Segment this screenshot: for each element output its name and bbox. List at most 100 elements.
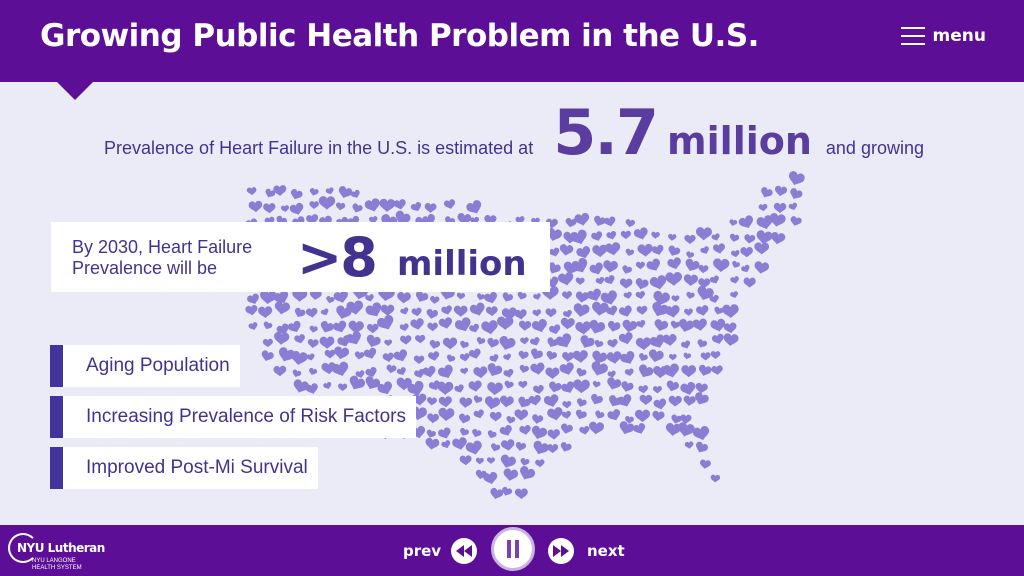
heart-mark (574, 321, 592, 336)
heart-mark (458, 396, 473, 409)
heart-mark (711, 332, 726, 346)
heart-mark (437, 407, 455, 422)
heart-mark (652, 385, 663, 394)
heart-mark (773, 202, 787, 214)
heart-mark (413, 355, 425, 365)
heart-mark (683, 257, 701, 274)
heart-mark (499, 395, 515, 409)
heart-mark (445, 353, 456, 364)
heart-mark (559, 422, 574, 436)
heart-mark (684, 441, 695, 450)
heart-mark (498, 453, 517, 471)
prevalence-statement: Prevalence of Heart Failure in the U.S. … (104, 96, 924, 169)
heart-mark (353, 350, 365, 361)
heart-mark (680, 339, 692, 351)
heart-mark (392, 348, 410, 364)
heart-mark (619, 278, 633, 289)
heart-mark (743, 277, 756, 288)
heart-mark (685, 250, 695, 260)
heart-mark (528, 394, 542, 407)
heart-mark (652, 318, 669, 333)
header-pointer (57, 82, 93, 100)
heart-mark (604, 241, 622, 257)
heart-mark (651, 244, 666, 257)
heart-mark (624, 248, 635, 258)
heart-mark (502, 467, 519, 483)
heart-mark (561, 410, 573, 420)
logo-sub-text: NYU LANGONE HEALTH SYSTEM (32, 558, 82, 571)
heart-mark (722, 332, 740, 347)
pause-icon (507, 540, 519, 558)
forward-button[interactable] (548, 538, 574, 564)
heart-mark (464, 198, 485, 217)
next-label[interactable]: next (587, 542, 625, 560)
heart-mark (529, 424, 549, 442)
heart-mark (547, 428, 561, 440)
heart-mark (409, 201, 424, 214)
heart-mark (710, 351, 721, 360)
logo-sub-line-2: HEALTH SYSTEM (32, 564, 82, 571)
heart-mark (436, 363, 456, 381)
heart-mark (472, 408, 486, 420)
heart-mark (308, 187, 320, 197)
heart-mark (273, 300, 291, 316)
heart-mark (709, 274, 721, 286)
heart-mark (769, 231, 786, 246)
heart-mark (588, 392, 604, 407)
heart-mark (668, 395, 682, 407)
pause-button[interactable] (491, 527, 535, 571)
heart-mark (426, 413, 440, 424)
heart-mark (572, 302, 591, 319)
heart-mark (753, 260, 770, 275)
heart-mark (618, 349, 638, 367)
heart-mark (399, 335, 412, 346)
heart-mark (588, 421, 605, 436)
heart-mark (786, 170, 806, 188)
heart-mark (517, 464, 537, 483)
heart-mark (787, 186, 804, 202)
prev-label[interactable]: prev (403, 542, 442, 560)
forecast-unit: million (397, 244, 527, 284)
heart-mark (606, 338, 619, 349)
heart-mark (558, 243, 574, 257)
heart-mark (529, 336, 542, 348)
heart-mark (514, 308, 528, 321)
heart-mark (602, 259, 619, 274)
heart-mark (606, 350, 623, 365)
heart-mark (547, 380, 563, 395)
heart-mark (639, 394, 653, 406)
heart-mark (685, 291, 696, 300)
heart-mark (248, 200, 263, 213)
heart-mark (619, 380, 635, 394)
heart-mark (740, 246, 754, 258)
heart-mark (489, 442, 501, 453)
heart-mark (337, 383, 348, 392)
heart-mark (669, 320, 681, 330)
heart-mark (710, 474, 721, 483)
heart-mark (730, 260, 741, 270)
heart-mark (667, 233, 677, 242)
heart-mark (532, 384, 545, 395)
heart-mark (475, 336, 486, 346)
heart-mark (595, 276, 606, 286)
heart-mark (528, 347, 544, 362)
heart-mark (740, 263, 752, 274)
heart-mark (737, 214, 756, 231)
heart-mark (496, 316, 514, 331)
heart-mark (318, 319, 335, 335)
heart-mark (620, 264, 633, 276)
page-title: Growing Public Health Problem in the U.S… (40, 18, 759, 54)
heart-mark (634, 277, 650, 291)
heart-mark (558, 441, 573, 454)
heart-mark (617, 420, 636, 437)
rewind-icon (456, 545, 472, 557)
heart-mark (683, 274, 699, 287)
heart-mark (545, 367, 560, 380)
heart-mark (605, 230, 618, 241)
heart-mark (624, 368, 635, 377)
heart-mark (428, 339, 441, 351)
heart-mark (635, 261, 645, 270)
heart-mark (472, 394, 484, 405)
rewind-button[interactable] (451, 538, 477, 564)
menu-button[interactable]: menu (900, 26, 986, 46)
